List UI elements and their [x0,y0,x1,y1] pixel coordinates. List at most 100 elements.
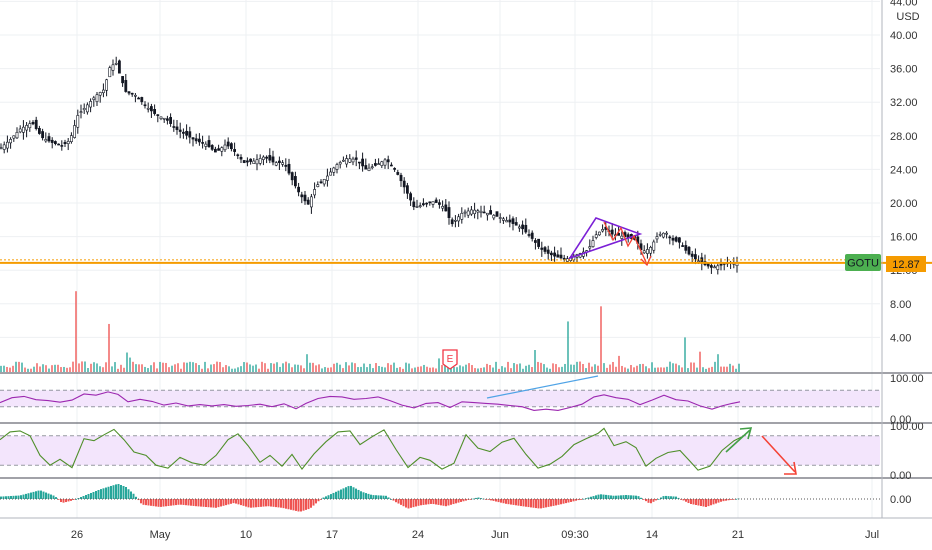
volume-bar [600,306,602,372]
macd-bar [372,495,375,499]
volume-bar [591,366,593,372]
macd-bar [385,495,387,499]
volume-bar [168,367,170,372]
macd-bar [330,494,332,499]
earnings-marker-shape [442,349,458,370]
macd-bar [57,499,60,500]
macd-bar [550,499,552,507]
macd-bar [295,499,297,511]
price-panel[interactable] [0,56,932,275]
macd-bar [50,494,52,499]
volume-bar [321,368,323,372]
candle-body [524,224,528,233]
candle-body [111,64,115,71]
macd-bar [225,499,227,506]
macd-bar [445,499,447,507]
volume-bar [543,364,545,372]
macd-bar [697,499,700,506]
volume-bar [429,367,431,372]
candle-body [210,145,214,150]
macd-bar [102,488,105,499]
candle-body [370,166,374,169]
macd-bar [427,499,430,505]
macd-bar [185,499,187,506]
macd-panel[interactable] [0,484,880,512]
last-price-tag[interactable]: 12.87 [886,256,926,272]
candle-body [412,201,416,208]
candle-body [514,222,518,226]
volume-bar [171,365,173,372]
candle-body [681,245,685,247]
macd-bar [162,499,165,507]
volume-bar [534,350,536,372]
volume-bar [327,367,329,372]
time-tick-label: 21 [732,529,744,541]
volume-bar [264,363,266,372]
macd-bar [27,493,30,499]
volume-bar [162,362,164,372]
macd-bar [607,495,610,499]
candle-body [354,157,358,160]
candle-body [415,206,419,208]
macd-bar [107,486,110,499]
candle-body [89,101,93,108]
volume-bar [102,367,104,372]
candle-body [265,156,269,159]
volume-bar [372,368,374,372]
macd-bar [435,499,437,505]
candle-body [25,125,29,131]
earnings-marker[interactable]: E [442,349,458,370]
rsi-panel[interactable] [0,389,880,411]
macd-bar [80,497,82,499]
macd-bar [285,499,287,509]
volume-bar [240,366,242,372]
candle-body [44,139,48,142]
stochastic-panel[interactable] [0,427,880,471]
macd-bar [520,499,522,507]
volume-bar [90,363,92,372]
macd-bar [702,499,705,507]
candle-body [447,207,451,218]
macd-bar [190,499,192,506]
candle-body [389,164,393,167]
candle-body [86,104,89,113]
volume-bar [186,362,188,372]
macd-bar [62,499,65,503]
volume-bar [441,365,443,372]
volume-bar [285,361,287,372]
volume-bar [666,366,668,372]
volume-bar [141,364,143,372]
volume-bar [582,363,584,372]
candle-body [479,210,483,213]
volume-bar [99,366,101,372]
volume-bar [486,363,488,372]
macd-bar [725,499,727,501]
macd-bar [500,499,502,503]
candle-body [345,158,349,165]
macd-bar [232,499,235,504]
macd-bar [195,499,197,507]
volume-bar [495,361,497,372]
candle-body [34,119,38,130]
volume-bar [723,366,725,372]
drawings[interactable] [486,217,797,475]
candle-body [546,249,550,254]
candle-body [434,199,438,203]
candle-body [367,167,371,171]
macd-bar [332,492,335,499]
candle-body [543,247,547,252]
volume-bar [15,361,17,372]
volume-bar [267,368,269,372]
volume-bar [651,362,653,372]
macd-bar [395,499,397,503]
macd-bar [525,499,527,507]
volume-bar [642,363,644,372]
symbol-tag[interactable]: GOTU [845,254,881,271]
macd-bar [460,499,462,502]
candle-body [709,265,713,268]
macd-bar [155,499,157,507]
volume-bar [663,367,665,372]
candle-body [492,215,496,219]
candle-body [594,234,598,238]
